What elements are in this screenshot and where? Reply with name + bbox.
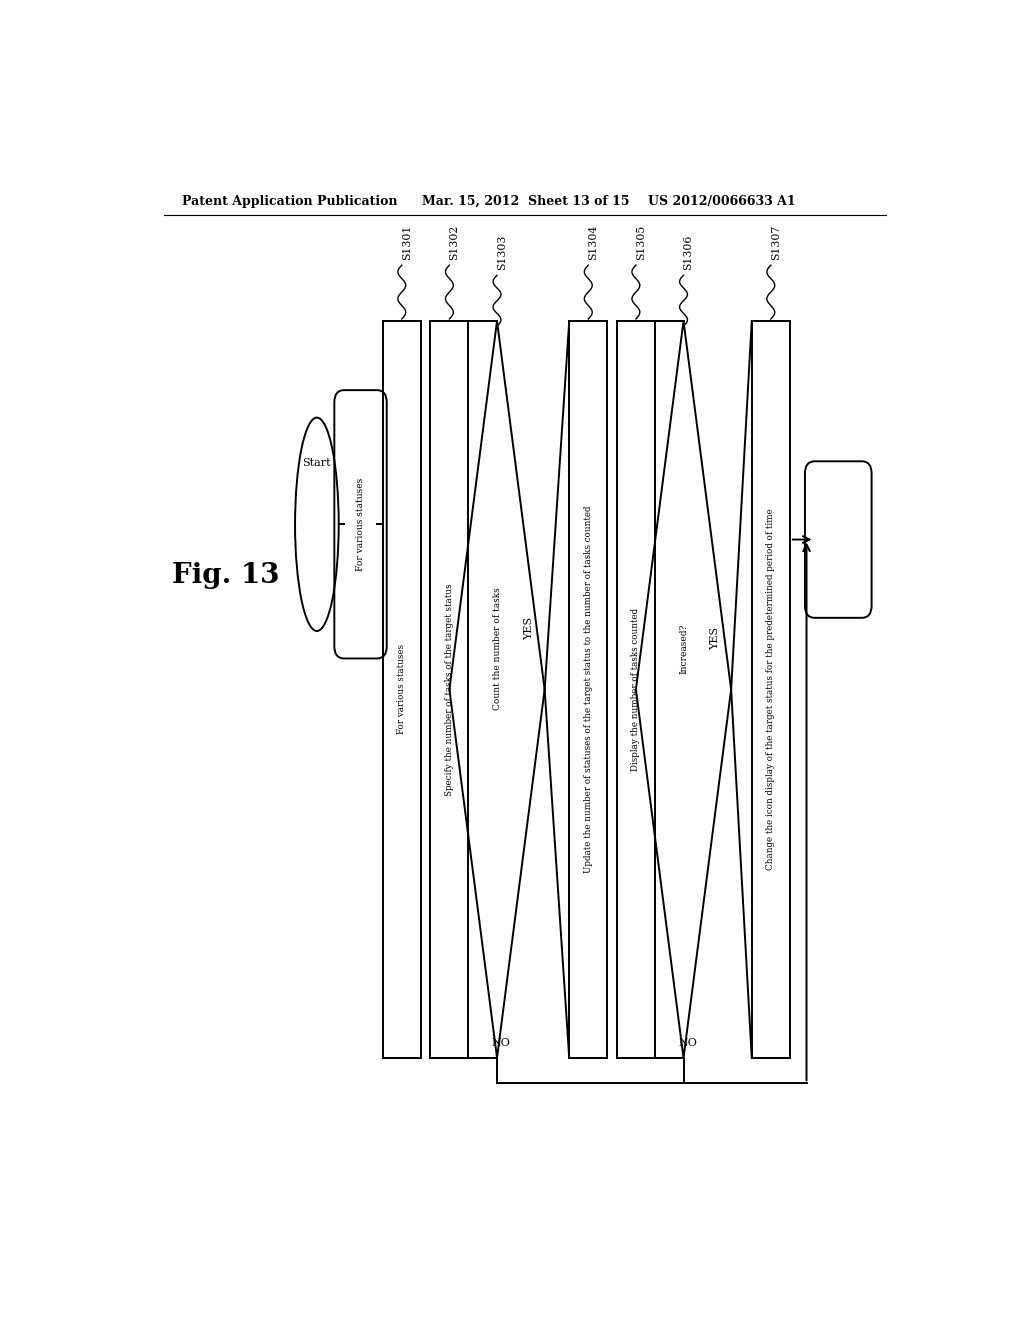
Text: NO: NO (492, 1038, 510, 1048)
Text: S1303: S1303 (497, 235, 507, 271)
Text: Fig. 13: Fig. 13 (172, 561, 280, 589)
Text: S1302: S1302 (450, 224, 460, 260)
Text: YES: YES (711, 627, 720, 651)
Text: Count the number of tasks: Count the number of tasks (493, 587, 502, 710)
Text: S1307: S1307 (771, 224, 781, 260)
Text: NO: NO (678, 1038, 697, 1048)
Text: Increased?: Increased? (679, 623, 688, 675)
Text: For various statuses: For various statuses (356, 478, 365, 572)
Text: S1305: S1305 (636, 224, 646, 260)
Text: Mar. 15, 2012  Sheet 13 of 15: Mar. 15, 2012 Sheet 13 of 15 (422, 194, 629, 207)
Text: S1304: S1304 (588, 224, 598, 260)
Text: Specify the number of tasks of the target status: Specify the number of tasks of the targe… (444, 583, 454, 796)
Text: Start: Start (302, 458, 331, 469)
Text: US 2012/0066633 A1: US 2012/0066633 A1 (648, 194, 796, 207)
Text: Display the number of tasks counted: Display the number of tasks counted (632, 609, 640, 771)
Text: Update the number of statuses of the target status to the number of tasks counte: Update the number of statuses of the tar… (584, 506, 593, 874)
Text: YES: YES (523, 616, 534, 640)
Text: For various statuses: For various statuses (397, 644, 407, 734)
Text: S1306: S1306 (684, 235, 693, 271)
Text: Change the icon display of the target status for the predetermined period of tim: Change the icon display of the target st… (766, 508, 775, 870)
Text: Patent Application Publication: Patent Application Publication (182, 194, 397, 207)
Text: S1301: S1301 (401, 224, 412, 260)
